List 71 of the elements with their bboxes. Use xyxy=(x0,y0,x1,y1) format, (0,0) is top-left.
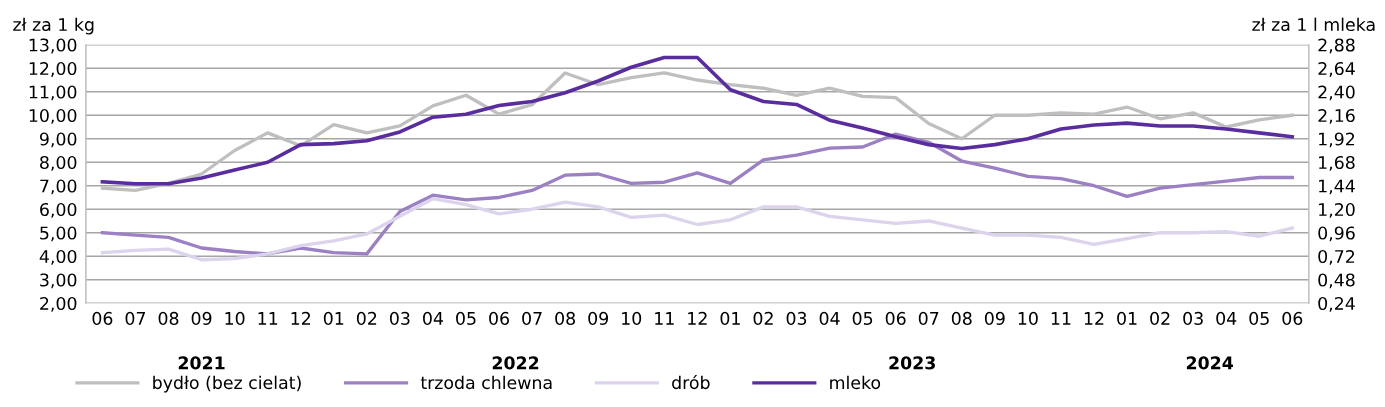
x-tick-label: 07 xyxy=(522,311,542,325)
x-tick-label: 01 xyxy=(720,311,740,325)
x-tick-label: 04 xyxy=(423,311,443,325)
legend-label: mleko xyxy=(830,375,881,390)
x-tick-label: 09 xyxy=(191,311,212,325)
y2-tick-label: 0,24 xyxy=(1318,296,1355,312)
x-tick-label: 06 xyxy=(92,311,113,325)
x-tick-label: 05 xyxy=(852,311,873,325)
y2-axis-title: zł za 1 l mleka xyxy=(1252,17,1375,32)
y2-tick-label: 2,88 xyxy=(1318,38,1355,54)
text: 2024 xyxy=(1186,356,1234,370)
x-tick-label: 09 xyxy=(984,311,1005,325)
x-tick-label: 06 xyxy=(489,311,509,325)
y-tick-label: 4,00 xyxy=(39,249,77,265)
y2-tick-label: 1,44 xyxy=(1319,179,1355,195)
text: 2022 xyxy=(492,356,539,370)
x-tick-label: 07 xyxy=(125,311,146,325)
y-tick-label: 3,00 xyxy=(40,273,77,289)
y2-tick-label: 1,68 xyxy=(1319,155,1355,171)
legend-label: bydło (bez cielat) xyxy=(153,375,301,393)
x-tick-label: 08 xyxy=(555,311,575,325)
y-tick-label: 12,00 xyxy=(29,61,77,77)
legend-label: drób xyxy=(672,375,710,390)
x-tick-label: 05 xyxy=(1249,311,1269,325)
x-tick-label: 03 xyxy=(786,311,807,325)
y-axis-title: zł za 1 kg xyxy=(13,17,94,35)
y2-tick-label: 0,96 xyxy=(1318,226,1355,242)
x-tick-label: 11 xyxy=(1051,312,1071,325)
y-tick-label: 7,00 xyxy=(40,179,77,195)
y-tick-label: 10,00 xyxy=(29,108,77,124)
y-tick-label: 9,00 xyxy=(39,132,77,148)
y2-tick-label: 2,16 xyxy=(1318,108,1355,124)
y-tick-label: 5,00 xyxy=(40,226,77,242)
x-tick-label: 10 xyxy=(225,311,245,325)
y2-tick-label: 2,40 xyxy=(1318,85,1355,101)
x-tick-label: 01 xyxy=(1117,311,1137,325)
x-tick-label: 05 xyxy=(456,311,476,325)
x-tick-label: 11 xyxy=(258,312,278,325)
x-tick-label: 08 xyxy=(951,311,972,325)
x-tick-label: 02 xyxy=(356,311,377,325)
x-tick-label: 08 xyxy=(158,311,179,325)
x-tick-label: 01 xyxy=(323,311,344,325)
x-tick-label: 04 xyxy=(819,311,840,325)
x-tick-label: 10 xyxy=(1018,311,1038,325)
x-tick-label: 07 xyxy=(918,311,939,325)
y2-tick-label: 0,72 xyxy=(1318,249,1355,265)
y-tick-label: 2,00 xyxy=(40,296,77,312)
x-tick-label: 02 xyxy=(1150,311,1170,325)
x-tick-label: 06 xyxy=(885,311,906,325)
x-tick-label: 03 xyxy=(389,311,410,325)
x-tick-label: 12 xyxy=(1084,311,1104,325)
x-tick-label: 12 xyxy=(688,311,707,325)
text: 2021 xyxy=(178,356,225,370)
y2-tick-label: 1,20 xyxy=(1319,202,1355,218)
x-tick-label: 02 xyxy=(753,311,773,325)
x-tick-label: 10 xyxy=(622,311,642,325)
y-tick-label: 8,00 xyxy=(40,155,77,171)
text: 2023 xyxy=(889,356,935,370)
y2-tick-label: 1,92 xyxy=(1319,132,1355,148)
y-tick-label: 13,00 xyxy=(29,38,77,54)
y-tick-label: 6,00 xyxy=(40,202,77,218)
x-tick-label: 09 xyxy=(588,311,609,325)
y-tick-label: 11,00 xyxy=(29,85,77,101)
y2-tick-label: 2,64 xyxy=(1318,61,1355,77)
x-tick-label: 03 xyxy=(1183,311,1203,325)
x-tick-label: 12 xyxy=(291,311,311,325)
x-tick-label: 11 xyxy=(655,312,674,325)
x-tick-label: 04 xyxy=(1216,311,1237,325)
y2-tick-label: 0,48 xyxy=(1318,273,1355,289)
legend-label: trzoda chlewna xyxy=(420,375,552,390)
x-tick-label: 06 xyxy=(1282,311,1303,325)
